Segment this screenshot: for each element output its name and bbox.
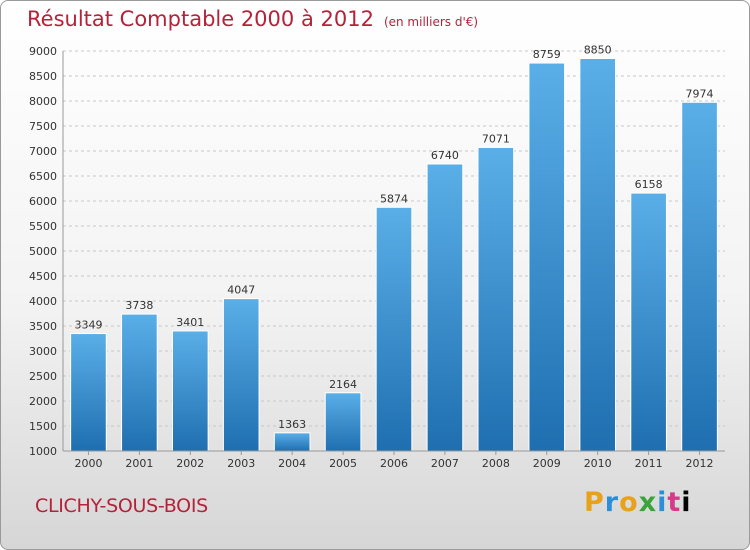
x-tick-label: 2011 bbox=[635, 457, 663, 470]
bar bbox=[528, 62, 566, 452]
bar-value-label: 8759 bbox=[533, 48, 561, 61]
y-tick-label: 2000 bbox=[29, 395, 57, 408]
x-tick-label: 2005 bbox=[329, 457, 357, 470]
logo-letter: x bbox=[638, 487, 658, 518]
bar bbox=[324, 392, 362, 452]
x-tick-label: 2002 bbox=[176, 457, 204, 470]
y-tick-label: 9000 bbox=[29, 45, 57, 58]
y-tick-label: 4500 bbox=[29, 270, 57, 283]
y-tick-label: 8500 bbox=[29, 70, 57, 83]
bars: 3349 3738 3401 4047 1363 2164 5874 6740 7071 8759… bbox=[70, 44, 718, 452]
bar-value-label: 1363 bbox=[278, 418, 306, 431]
bar-value-label: 6158 bbox=[635, 178, 663, 191]
y-tick-label: 1500 bbox=[29, 420, 57, 433]
logo-letter: i bbox=[657, 487, 668, 518]
bar bbox=[70, 333, 107, 452]
chart-subtitle: (en milliers d'€) bbox=[383, 15, 479, 29]
bar bbox=[121, 313, 158, 452]
x-tick-label: 2004 bbox=[278, 457, 306, 470]
bar bbox=[579, 58, 617, 452]
bar bbox=[222, 298, 260, 452]
bar bbox=[171, 330, 209, 452]
y-tick-label: 4000 bbox=[29, 295, 57, 308]
y-tick-label: 1000 bbox=[29, 445, 57, 458]
x-axis: 2000 2001 2002 2003 2004 2005 2006 2007 2008 2009… bbox=[63, 450, 725, 470]
bar-value-label: 6740 bbox=[431, 149, 459, 162]
bar bbox=[681, 101, 718, 452]
bar-value-label: 7974 bbox=[686, 87, 714, 100]
city-name: CLICHY-SOUS-BOIS bbox=[35, 495, 208, 517]
logo-letter: P bbox=[584, 487, 605, 518]
y-axis: 1000 1500 2000 2500 3000 3500 4000 4500 5000 5500… bbox=[29, 45, 64, 458]
y-tick-label: 7000 bbox=[29, 145, 57, 158]
x-tick-label: 2008 bbox=[482, 457, 510, 470]
x-tick-label: 2009 bbox=[533, 457, 561, 470]
bar-value-label: 7071 bbox=[482, 132, 510, 145]
bar bbox=[426, 163, 464, 452]
bar bbox=[630, 192, 667, 452]
bar-value-label: 4047 bbox=[227, 284, 255, 297]
y-tick-label: 6000 bbox=[29, 195, 57, 208]
x-tick-label: 2010 bbox=[584, 457, 612, 470]
bar-value-label: 2164 bbox=[329, 378, 357, 391]
bar-value-label: 5874 bbox=[380, 192, 408, 205]
logo-letter: i bbox=[681, 487, 692, 518]
bar bbox=[273, 432, 311, 452]
logo-letter: r bbox=[604, 487, 620, 518]
y-tick-label: 5000 bbox=[29, 245, 57, 258]
x-tick-label: 2001 bbox=[125, 457, 153, 470]
bar-value-label: 3401 bbox=[176, 316, 204, 329]
chart-title: Résultat Comptable 2000 à 2012 (en millie… bbox=[27, 7, 478, 31]
y-tick-label: 7500 bbox=[29, 120, 57, 133]
proxiti-logo: Proxiti bbox=[584, 487, 692, 518]
bar-value-label: 3349 bbox=[74, 319, 102, 332]
x-tick-label: 2003 bbox=[227, 457, 255, 470]
y-tick-label: 3500 bbox=[29, 320, 57, 333]
y-tick-label: 6500 bbox=[29, 170, 57, 183]
bar bbox=[477, 146, 515, 452]
logo-letter: t bbox=[667, 487, 682, 518]
y-tick-label: 5500 bbox=[29, 220, 57, 233]
bar-value-label: 3738 bbox=[125, 299, 153, 312]
chart-title-text: Résultat Comptable 2000 à 2012 bbox=[27, 7, 374, 31]
bar-value-label: 8850 bbox=[584, 44, 612, 57]
x-tick-label: 2000 bbox=[74, 457, 102, 470]
x-tick-label: 2007 bbox=[431, 457, 459, 470]
logo-letter: o bbox=[619, 487, 639, 518]
y-tick-label: 8000 bbox=[29, 95, 57, 108]
y-tick-label: 3000 bbox=[29, 345, 57, 358]
y-tick-label: 2500 bbox=[29, 370, 57, 383]
bar bbox=[375, 206, 413, 452]
x-tick-label: 2012 bbox=[686, 457, 714, 470]
x-tick-label: 2006 bbox=[380, 457, 408, 470]
